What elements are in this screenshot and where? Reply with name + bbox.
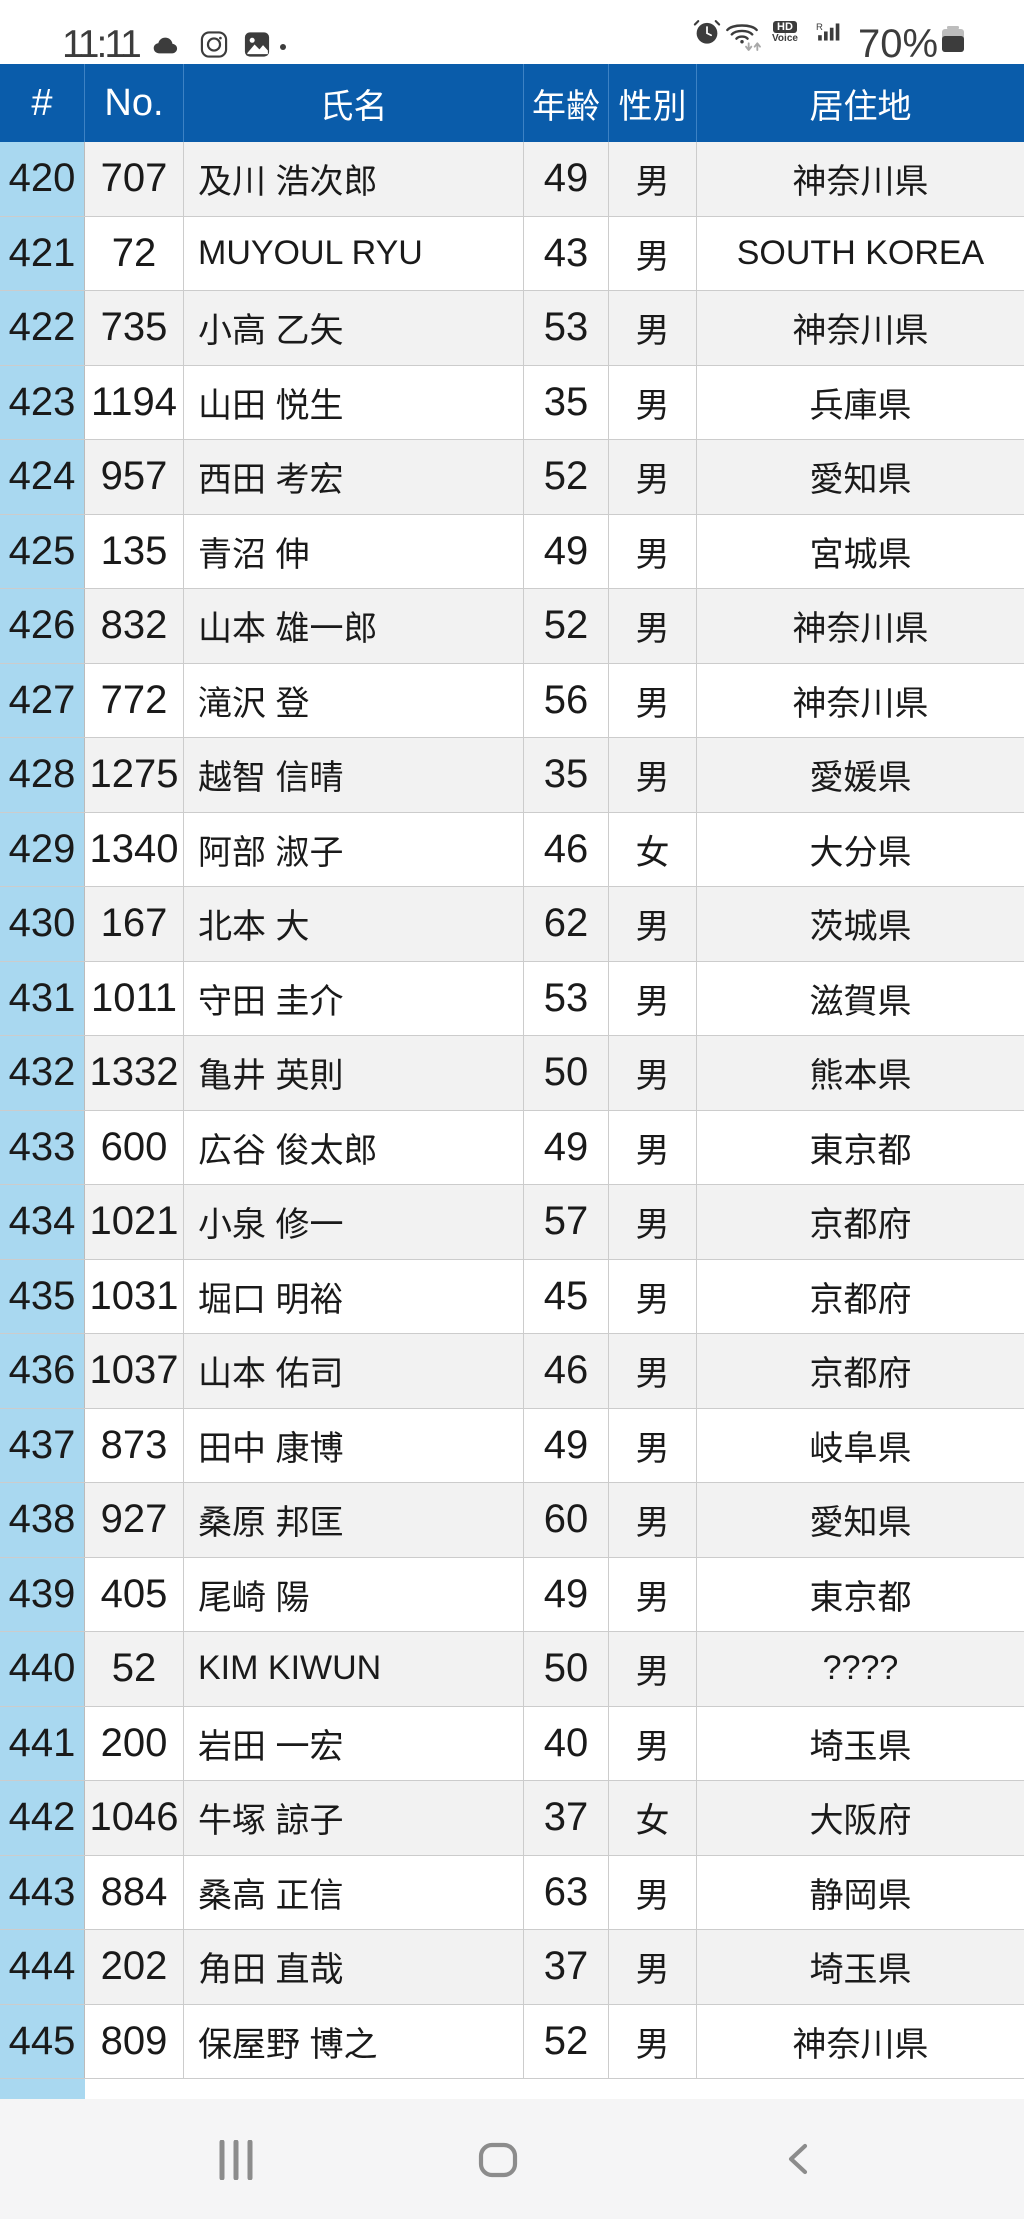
- svg-text:R: R: [816, 22, 823, 33]
